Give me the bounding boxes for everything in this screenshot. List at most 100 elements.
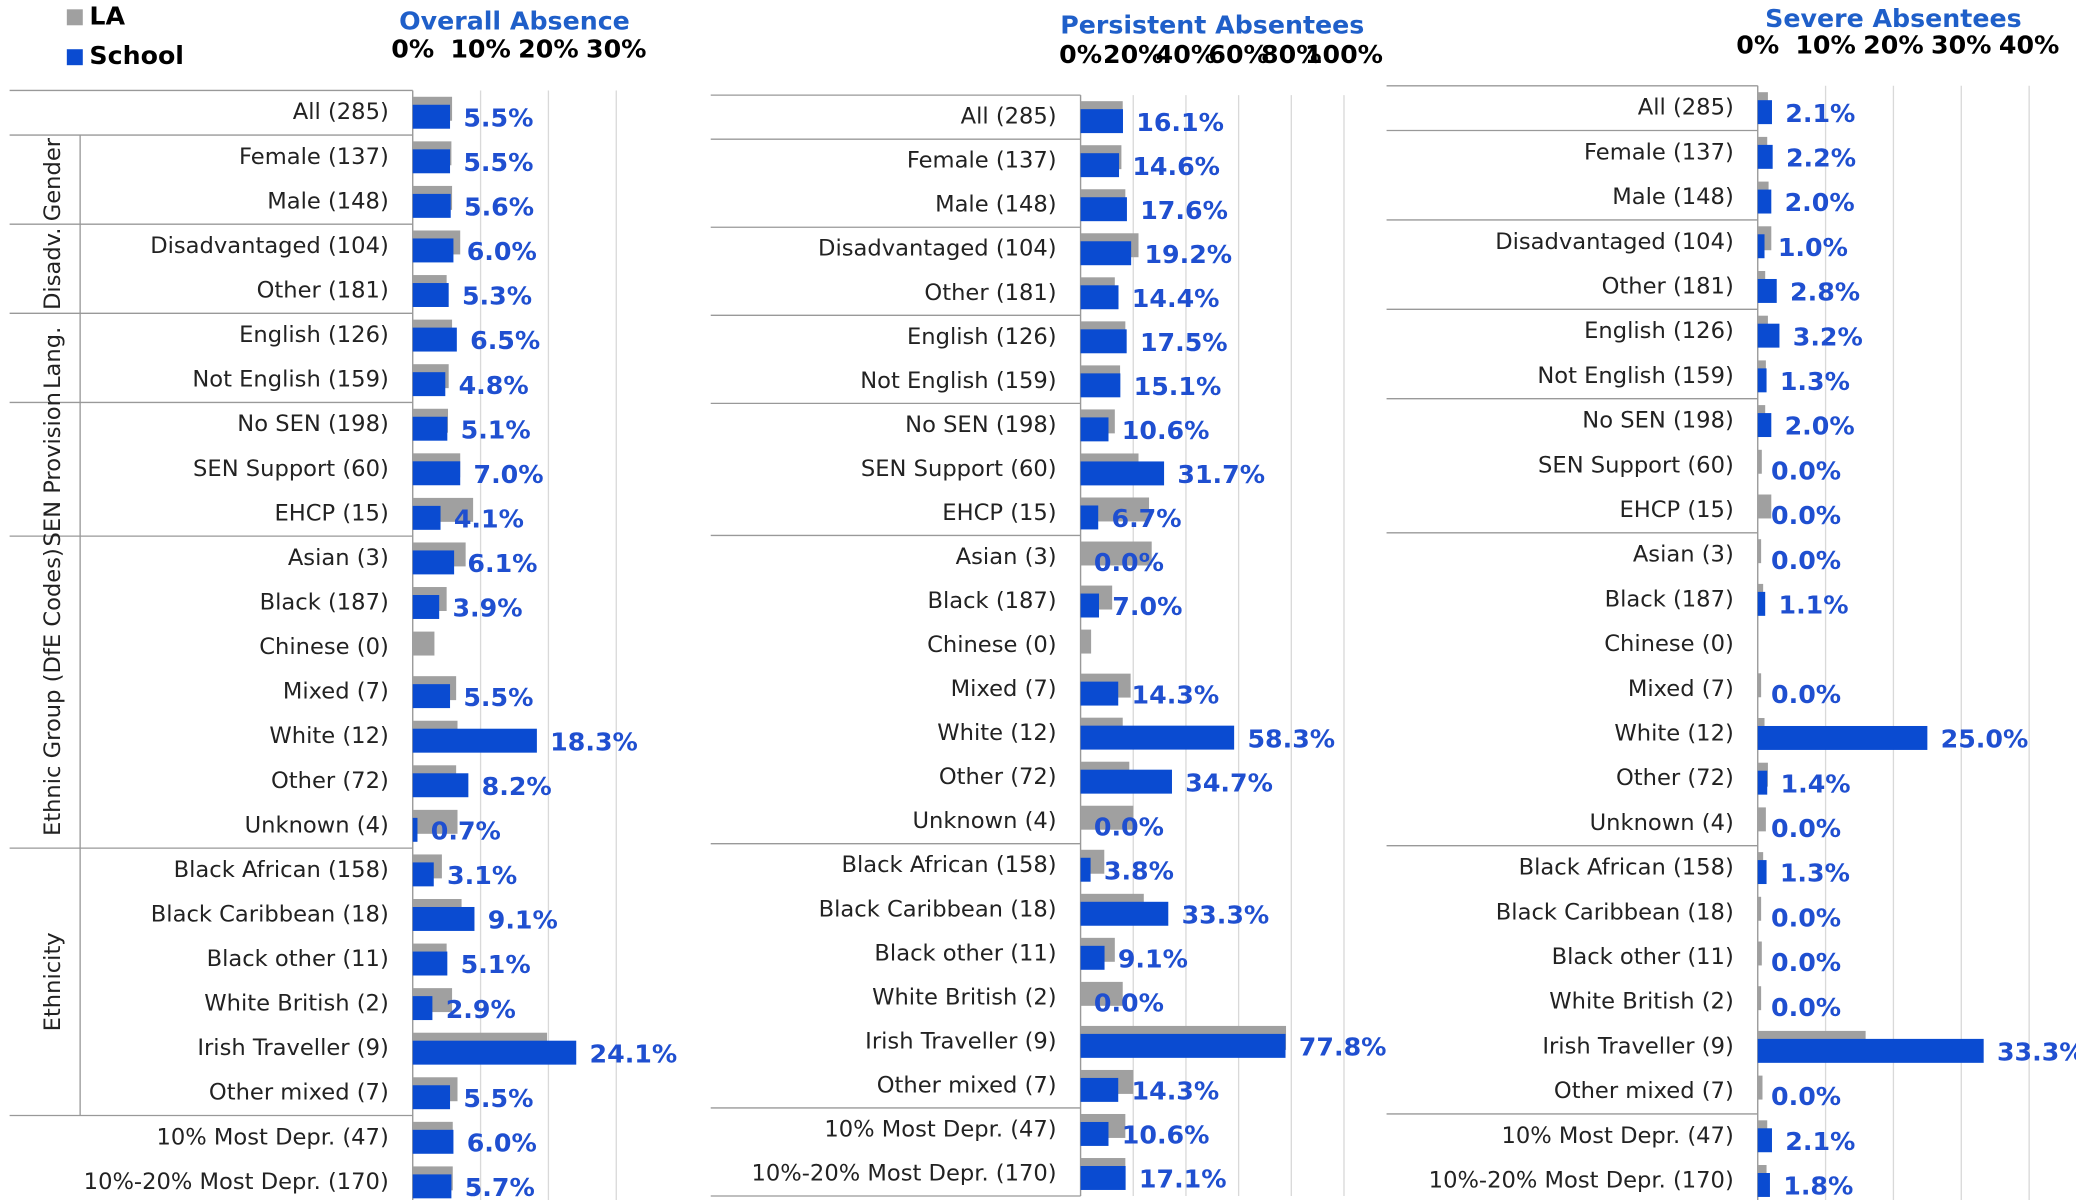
value-label: 15.1% <box>1134 372 1222 401</box>
category-label: Black Caribbean (18) <box>1496 899 1734 925</box>
category-label: Irish Traveller (9) <box>197 1035 388 1061</box>
la-bar <box>1757 1075 1763 1100</box>
category-label: English (126) <box>239 322 389 348</box>
value-label: 3.8% <box>1104 856 1174 885</box>
group-label: Ethnic Group (DfE Codes) <box>40 548 66 836</box>
category-label: Unknown (4) <box>1590 810 1734 836</box>
school-bar <box>412 773 469 798</box>
category-label: All (285) <box>1638 95 1734 121</box>
category-label: Black (187) <box>927 588 1056 614</box>
group-label: Ethnicity <box>40 932 66 1031</box>
school-bar <box>1757 591 1766 616</box>
la-bar <box>1757 449 1762 474</box>
category-label: Male (148) <box>935 192 1057 218</box>
school-bar <box>1080 1077 1119 1102</box>
value-label: 3.2% <box>1793 322 1863 351</box>
legend-swatch <box>66 49 83 66</box>
category-label: No SEN (198) <box>1582 408 1733 434</box>
value-label: 0.0% <box>1094 812 1164 841</box>
la-bar <box>1757 539 1762 564</box>
category-label: 10% Most Depr. (47) <box>824 1116 1056 1142</box>
value-label: 6.0% <box>467 237 537 266</box>
school-bar <box>412 595 440 619</box>
school-bar <box>1757 1038 1984 1063</box>
category-label: White British (2) <box>204 991 388 1017</box>
category-label: Male (148) <box>1612 184 1734 210</box>
school-bar <box>1080 681 1119 706</box>
value-label: 4.1% <box>454 505 524 534</box>
value-label: 14.6% <box>1132 152 1220 181</box>
category-label: Disadvantaged (104) <box>818 236 1057 262</box>
value-label: 5.7% <box>465 1173 535 1200</box>
category-label: Chinese (0) <box>1604 631 1734 657</box>
school-bar <box>412 461 461 486</box>
x-tick-label: 40% <box>1999 31 2059 60</box>
category-label: SEN Support (60) <box>861 456 1057 482</box>
school-bar <box>412 505 441 530</box>
school-bar <box>1080 373 1121 398</box>
x-tick-label: 10% <box>1795 31 1855 60</box>
category-label: All (285) <box>961 104 1057 130</box>
value-label: 5.1% <box>461 415 531 444</box>
value-label: 6.5% <box>470 326 540 355</box>
category-label: Asian (3) <box>1633 542 1734 568</box>
category-label: Other mixed (7) <box>1554 1078 1734 1104</box>
category-label: Other mixed (7) <box>209 1080 389 1106</box>
category-label: Chinese (0) <box>259 634 389 660</box>
category-label: White (12) <box>269 723 388 749</box>
school-bar <box>1757 770 1768 795</box>
value-label: 31.7% <box>1177 460 1265 489</box>
value-label: 5.3% <box>462 282 532 311</box>
value-label: 18.3% <box>550 727 638 756</box>
category-label: Male (148) <box>267 188 389 214</box>
category-label: Black Caribbean (18) <box>819 896 1057 922</box>
school-bar <box>412 283 449 307</box>
x-tick-label: 0% <box>391 35 434 64</box>
la-bar <box>412 809 458 834</box>
category-label: EHCP (15) <box>942 500 1056 526</box>
value-label: 0.7% <box>431 816 501 845</box>
category-label: Other (72) <box>1616 765 1734 791</box>
school-bar <box>412 862 434 887</box>
school-bar <box>412 327 457 352</box>
value-label: 5.5% <box>463 148 533 177</box>
value-label: 16.1% <box>1136 108 1224 137</box>
value-label: 0.0% <box>1771 948 1841 977</box>
category-label: Unknown (4) <box>245 812 389 838</box>
value-label: 0.0% <box>1094 989 1164 1018</box>
x-tick-label: 30% <box>586 35 646 64</box>
value-label: 0.0% <box>1771 546 1841 575</box>
category-label: Other (181) <box>924 280 1056 306</box>
category-label: SEN Support (60) <box>193 456 389 482</box>
value-label: 9.1% <box>488 906 558 935</box>
category-label: No SEN (198) <box>237 411 388 437</box>
school-bar <box>1080 593 1100 618</box>
school-bar <box>1080 1033 1286 1058</box>
category-label: Black African (158) <box>841 852 1056 878</box>
category-label: White British (2) <box>872 984 1056 1010</box>
school-bar <box>1080 241 1132 266</box>
category-label: Disadvantaged (104) <box>1495 229 1734 255</box>
value-label: 6.0% <box>467 1128 537 1157</box>
x-tick-label: 10% <box>450 35 510 64</box>
value-label: 10.6% <box>1122 1121 1210 1150</box>
school-bar <box>412 238 454 263</box>
value-label: 0.0% <box>1771 456 1841 485</box>
category-label: Disadvantaged (104) <box>150 233 389 259</box>
x-tick-label: 60% <box>1208 40 1268 69</box>
school-bar <box>1080 1121 1109 1146</box>
value-label: 2.9% <box>446 995 516 1024</box>
value-label: 17.6% <box>1140 196 1228 225</box>
school-bar <box>1080 505 1099 530</box>
category-label: Not English (159) <box>860 368 1056 394</box>
school-bar <box>1080 945 1105 970</box>
value-label: 14.3% <box>1132 1077 1220 1106</box>
value-label: 58.3% <box>1247 724 1335 753</box>
category-label: Mixed (7) <box>283 679 389 705</box>
school-bar <box>412 416 448 441</box>
school-bar <box>1080 329 1127 354</box>
value-label: 17.1% <box>1139 1165 1227 1194</box>
value-label: 33.3% <box>1997 1038 2076 1067</box>
